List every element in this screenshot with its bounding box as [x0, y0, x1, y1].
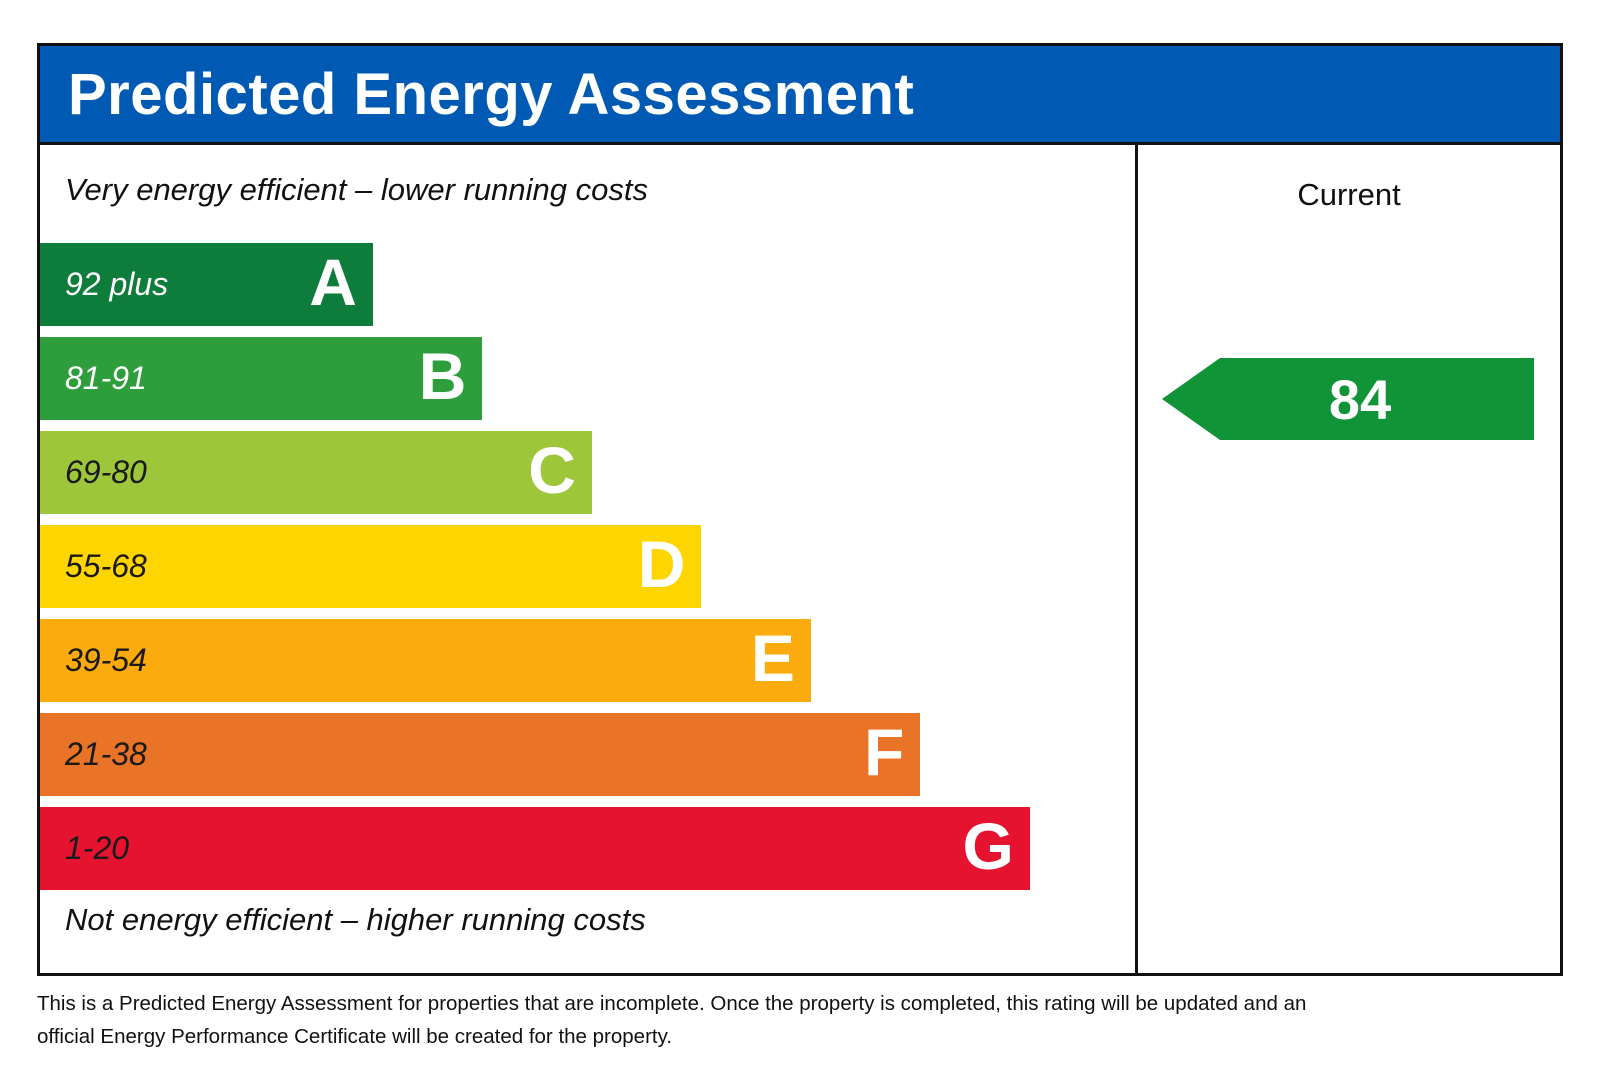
band-f-letter: F: [864, 714, 905, 789]
footnote-text: This is a Predicted Energy Assessment fo…: [37, 992, 1307, 1048]
band-d-range: 55-68: [65, 548, 147, 584]
certificate-body: Very energy efficient – lower running co…: [40, 145, 1560, 974]
page-title: Predicted Energy Assessment: [68, 61, 915, 127]
band-d: 55-68 D: [40, 525, 702, 608]
band-g: 1-20 G: [40, 807, 1030, 890]
top-efficiency-caption: Very energy efficient – lower running co…: [65, 172, 648, 207]
current-rating-value: 84: [1328, 367, 1392, 431]
band-d-letter: D: [637, 526, 686, 601]
band-e: 39-54 E: [40, 619, 811, 702]
band-a-range: 92 plus: [65, 266, 169, 302]
band-c-range: 69-80: [65, 454, 147, 490]
current-rating-panel: Current 84: [1138, 145, 1560, 974]
band-b: 81-91 B: [40, 337, 483, 420]
left-arrow-shape: [1162, 358, 1534, 440]
band-e-range: 39-54: [65, 642, 147, 678]
band-f: 21-38 F: [40, 713, 921, 796]
rating-scale-panel: Very energy efficient – lower running co…: [40, 145, 1138, 974]
band-b-range: 81-91: [65, 360, 147, 396]
epc-certificate-box: Predicted Energy Assessment Very energy …: [37, 43, 1563, 976]
rating-bands: 92 plus A 81-91 B 69-80 C 55-68 D 39-54: [40, 243, 1135, 890]
band-c: 69-80 C: [40, 431, 592, 514]
band-a: 92 plus A: [40, 243, 373, 326]
current-column-header: Current: [1297, 177, 1401, 212]
bottom-efficiency-caption: Not energy efficient – higher running co…: [65, 902, 646, 937]
current-rating-arrow: 84: [1162, 358, 1534, 440]
band-a-letter: A: [309, 244, 357, 319]
band-g-letter: G: [962, 808, 1014, 883]
band-c-letter: C: [528, 432, 576, 507]
band-e-letter: E: [750, 620, 795, 695]
band-b-letter: B: [418, 338, 467, 413]
band-g-range: 1-20: [65, 830, 130, 866]
band-f-range: 21-38: [65, 736, 147, 772]
certificate-header: Predicted Energy Assessment: [40, 46, 1560, 145]
